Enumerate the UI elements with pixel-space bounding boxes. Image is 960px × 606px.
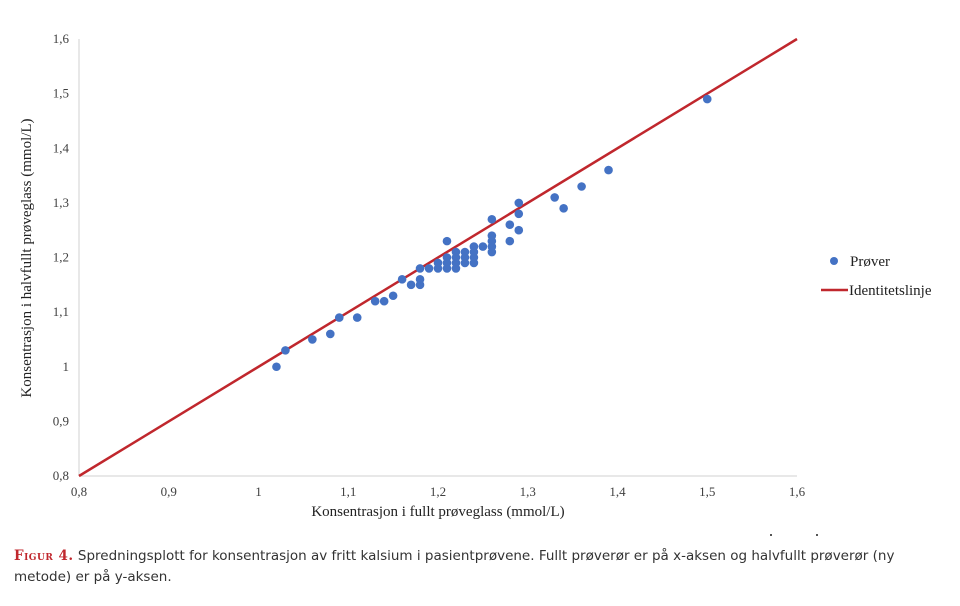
scatter-chart: 0,8 0,9 1 1,1 1,2 1,3 1,4 1,5 1,6 0,8 0,9 1 1,1 1,2 1… [19,31,932,520]
data-point [406,280,416,290]
x-axis-ticks: 0,8 0,9 1 1,1 1,2 1,3 1,4 1,5 1,6 [71,484,806,499]
data-point [415,264,425,273]
stray-mark [816,534,818,536]
data-point [334,313,344,322]
x-tick-label: 1,2 [430,484,446,499]
data-point [352,313,362,322]
data-point [702,94,712,104]
y-tick-label: 1,4 [53,140,70,155]
data-point [514,198,524,208]
x-tick-label: 1,6 [789,484,806,499]
y-tick-label: 0,9 [53,413,69,428]
legend-label-identitetslinje: Identitetslinje [849,283,932,299]
data-point [272,362,281,372]
legend: Prøver Identitetslinje [821,254,932,299]
data-point [559,204,568,213]
x-tick-label: 1,4 [609,484,626,499]
identity-line [78,37,798,478]
data-point [415,275,425,284]
y-axis-ticks: 0,8 0,9 1 1,1 1,2 1,3 1,4 1,5 1,6 [53,31,70,483]
y-tick-label: 1,2 [53,250,69,265]
data-point [281,346,290,355]
data-point [460,247,470,257]
figure-caption: Figur 4. Spredningsplott for konsentrasj… [14,546,944,588]
data-point [604,165,613,175]
legend-marker-prover [830,257,838,265]
x-tick-label: 0,9 [161,484,177,499]
data-point [326,329,335,339]
data-point [487,214,497,224]
x-tick-label: 1,3 [520,484,536,499]
plot-area [78,37,798,478]
data-point [469,242,479,251]
data-point [550,193,559,202]
data-point [514,209,524,219]
y-tick-label: 0,8 [53,468,69,483]
data-point [370,296,380,306]
x-tick-label: 1,1 [340,484,356,499]
x-axis-title: Konsentrasjon i fullt prøveglass (mmol/L… [311,504,564,520]
data-point [433,258,443,268]
data-point [397,275,407,284]
stray-mark [770,534,772,536]
data-point [451,247,461,257]
data-point [487,231,497,240]
legend-label-prover: Prøver [850,254,890,270]
x-tick-label: 1 [255,484,262,499]
data-point [478,242,488,251]
y-tick-label: 1,5 [53,86,69,101]
caption-text: Spredningsplott for konsentrasjon av fri… [14,548,895,585]
x-tick-label: 1,5 [699,484,715,499]
data-point [442,253,452,262]
y-tick-label: 1,3 [53,195,69,210]
figure-label: Figur 4. [14,548,74,564]
data-point [505,220,515,230]
data-point [577,182,586,191]
data-point [505,236,515,246]
data-point [308,335,317,344]
y-axis-title: Konsentrasjon i halvfullt prøveglass (mm… [19,118,35,397]
y-tick-label: 1 [63,359,70,374]
data-point [388,291,398,301]
x-tick-label: 0,8 [71,484,87,499]
y-tick-label: 1,6 [53,31,70,46]
y-tick-label: 1,1 [53,304,69,319]
data-point [442,236,452,246]
data-point [424,264,434,273]
data-point [379,296,389,306]
data-point [514,225,524,235]
